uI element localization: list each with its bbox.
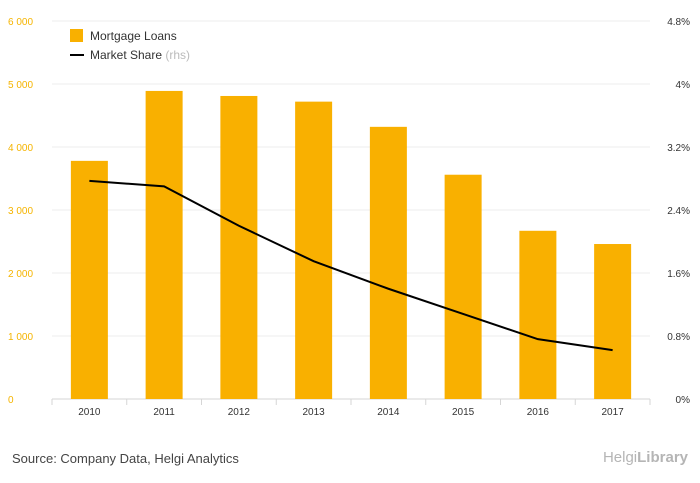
- bar-mortgage-loans: [70, 160, 108, 399]
- y-left-tick-label: 4 000: [8, 143, 33, 154]
- legend-label-mortgage-loans: Mortgage Loans: [90, 29, 177, 43]
- y-left-tick-label: 2 000: [8, 269, 33, 280]
- bar-mortgage-loans: [519, 230, 557, 399]
- brand-name-part-2: Library: [637, 449, 688, 466]
- y-right-tick-label: 3.2%: [667, 143, 690, 154]
- bar-mortgage-loans: [594, 244, 632, 399]
- y-axis-left: 0 1 000 2 000 3 000 4 000 5 000 6 000: [8, 17, 33, 406]
- y-left-tick-label: 1 000: [8, 332, 33, 343]
- brand-name-part-1: Helgi: [602, 449, 638, 466]
- x-tick-label: 2011: [153, 407, 175, 418]
- x-tick-label: 2014: [377, 407, 400, 418]
- x-tick-label: 2013: [303, 407, 326, 418]
- bar-series: [70, 90, 632, 400]
- y-left-tick-label: 3 000: [8, 206, 33, 217]
- x-tick-label: 2010: [78, 407, 101, 418]
- y-right-tick-label: 0%: [676, 395, 691, 406]
- legend-label-market-share: Market Share (rhs): [90, 48, 190, 62]
- y-axis-right: 0% 0.8% 1.6% 2.4% 3.2% 4% 4.8%: [667, 17, 690, 406]
- bar-mortgage-loans: [145, 90, 183, 400]
- x-tick-label: 2012: [228, 407, 251, 418]
- chart: 2010 2011 2012 2013 2014 2015 2016 2017 0 1 000 2…: [8, 17, 690, 418]
- bar-mortgage-loans: [295, 101, 333, 399]
- bar-mortgage-loans: [220, 95, 258, 399]
- y-right-tick-label: 4.8%: [667, 17, 690, 28]
- x-tick-label: 2015: [452, 407, 475, 418]
- source-note: Source: Company Data, Helgi Analytics: [12, 451, 239, 466]
- y-right-tick-label: 0.8%: [667, 332, 690, 343]
- y-right-tick-label: 2.4%: [667, 206, 690, 217]
- legend-swatch-mortgage-loans: [70, 29, 83, 42]
- line-series: [89, 179, 613, 352]
- y-left-tick-label: 6 000: [8, 17, 33, 28]
- y-right-tick-label: 1.6%: [667, 269, 690, 280]
- y-left-tick-label: 5 000: [8, 80, 33, 91]
- legend: Mortgage Loans Market Share (rhs): [70, 29, 190, 62]
- x-axis: 2010 2011 2012 2013 2014 2015 2016 2017: [51, 399, 651, 418]
- x-tick-label: 2017: [602, 407, 625, 418]
- bar-mortgage-loans: [369, 126, 407, 399]
- bar-mortgage-loans: [444, 174, 482, 399]
- y-left-tick-label: 0: [8, 395, 14, 406]
- line-market-share: [89, 179, 613, 352]
- x-tick-label: 2016: [527, 407, 550, 418]
- y-right-tick-label: 4%: [676, 80, 691, 91]
- helgi-library-logo: HelgiLibrary: [603, 449, 688, 466]
